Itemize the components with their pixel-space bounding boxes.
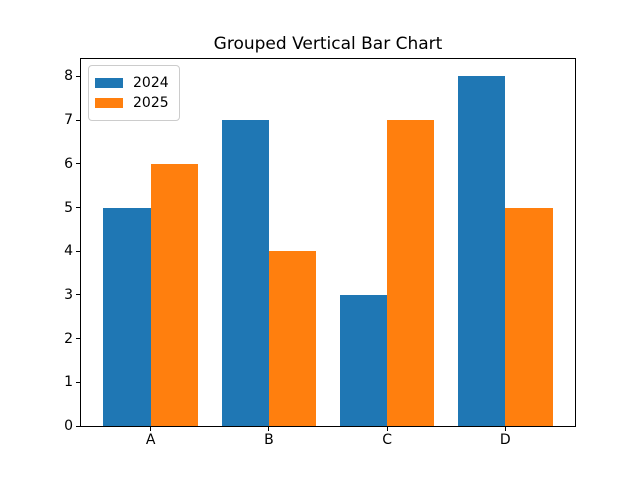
bar-2024-B — [221, 120, 269, 426]
legend-label: 2024 — [133, 75, 169, 91]
y-tick-mark — [76, 425, 80, 427]
legend-swatch-2024 — [95, 78, 123, 88]
y-tick-label: 2 — [64, 330, 73, 347]
bar-2025-C — [387, 120, 435, 426]
y-tick-mark — [76, 294, 80, 296]
bar-2025-A — [150, 163, 198, 426]
bar-2024-C — [339, 294, 388, 426]
bar-2025-B — [268, 251, 317, 426]
y-tick-label: 7 — [64, 112, 73, 129]
y-tick-label: 1 — [64, 374, 73, 391]
x-tick-label: B — [264, 432, 274, 448]
x-tick-mark — [268, 427, 270, 431]
y-tick-mark — [76, 381, 80, 383]
y-tick-label: 4 — [64, 243, 73, 260]
y-tick-mark — [76, 250, 80, 252]
x-tick-label: C — [382, 432, 392, 448]
y-tick-mark — [76, 119, 80, 121]
legend: 2024 2025 — [88, 65, 180, 121]
legend-swatch-2025 — [95, 98, 123, 108]
bar-2024-A — [103, 207, 151, 426]
x-tick-label: A — [145, 432, 156, 448]
legend-entry-2025: 2025 — [95, 93, 169, 113]
legend-entry-2024: 2024 — [95, 73, 169, 93]
legend-label: 2025 — [133, 95, 169, 111]
x-tick-mark — [504, 427, 506, 431]
y-tick-mark — [76, 163, 80, 165]
y-tick-label: 6 — [64, 155, 73, 172]
axes: 2024 2025 0 1 2 3 4 5 6 7 8 A B C D — [64, 58, 576, 447]
y-tick-mark — [76, 338, 80, 340]
y-tick-mark — [76, 207, 80, 209]
x-tick-label: D — [499, 432, 511, 448]
y-tick-label: 8 — [64, 68, 73, 85]
bar-2024-D — [458, 76, 506, 426]
y-tick-label: 0 — [64, 418, 73, 434]
chart-title: Grouped Vertical Bar Chart — [213, 34, 443, 54]
bar-2025-D — [505, 207, 553, 426]
plot-area — [81, 59, 575, 426]
y-tick-mark — [76, 75, 80, 77]
y-tick-label: 5 — [64, 199, 73, 216]
x-tick-mark — [150, 427, 152, 431]
x-tick-mark — [386, 427, 388, 431]
y-tick-label: 3 — [64, 286, 73, 303]
